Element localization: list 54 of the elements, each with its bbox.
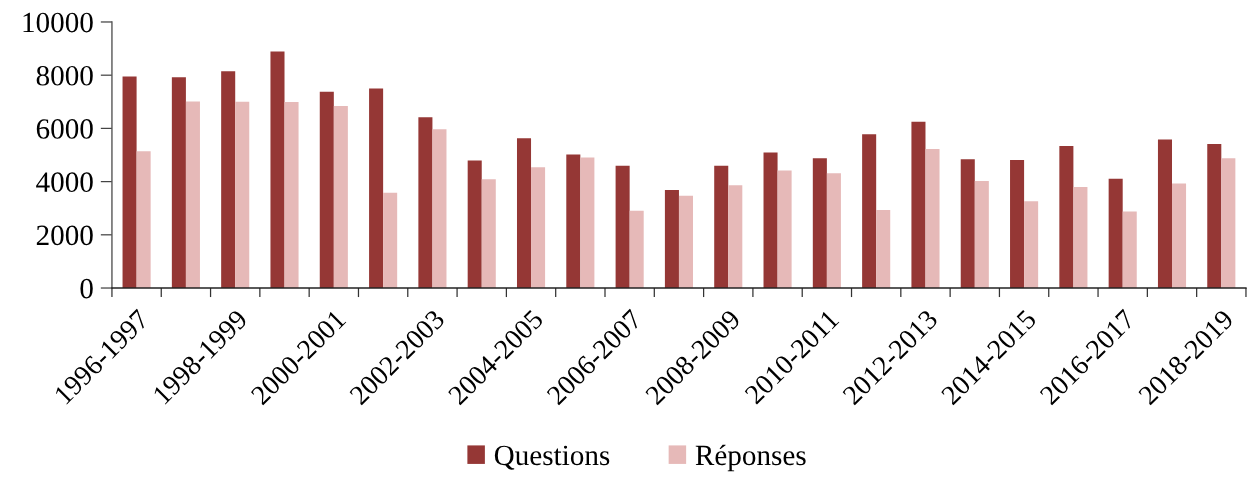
bar xyxy=(862,134,877,289)
bar xyxy=(418,117,433,289)
bar xyxy=(763,152,778,289)
bar xyxy=(678,195,694,289)
bar xyxy=(319,91,334,289)
bar xyxy=(1059,145,1074,289)
y-tick-label: 4000 xyxy=(36,172,93,193)
y-tick-label: 0 xyxy=(80,278,93,299)
bar xyxy=(531,167,546,289)
y-tick-label: 6000 xyxy=(36,119,93,139)
bar xyxy=(1122,211,1137,289)
bar xyxy=(185,101,200,289)
y-tick-label: 10000 xyxy=(23,12,93,33)
bar xyxy=(1024,201,1039,289)
bar xyxy=(1221,158,1236,289)
bar xyxy=(284,102,299,289)
bar xyxy=(615,165,630,289)
bar xyxy=(369,88,384,289)
bar xyxy=(925,148,940,289)
bar xyxy=(566,154,581,289)
bar xyxy=(960,159,975,289)
legend-label: Questions xyxy=(494,445,610,470)
bar xyxy=(432,129,447,289)
bar xyxy=(777,170,792,289)
y-tick-label: 2000 xyxy=(36,225,93,246)
bar xyxy=(136,151,151,289)
bar xyxy=(1207,144,1222,289)
bar xyxy=(1157,139,1173,289)
bar xyxy=(728,185,743,289)
bar xyxy=(1010,160,1025,289)
bar xyxy=(1172,183,1187,289)
bar xyxy=(481,179,496,289)
legend-label: Réponses xyxy=(695,444,806,472)
bar xyxy=(171,77,186,289)
bar xyxy=(664,190,679,289)
bar xyxy=(974,181,989,289)
bar xyxy=(876,210,891,289)
y-tick-label: 8000 xyxy=(36,65,93,86)
bar xyxy=(1073,186,1088,289)
bar xyxy=(221,71,236,289)
bar xyxy=(235,101,250,289)
bar xyxy=(122,76,137,289)
bar xyxy=(333,106,348,289)
bar xyxy=(270,51,285,289)
bar xyxy=(714,165,729,289)
bar xyxy=(826,173,841,289)
bar xyxy=(812,158,827,289)
bar xyxy=(911,121,926,289)
bar xyxy=(580,157,595,289)
bar xyxy=(383,192,398,289)
bar xyxy=(629,210,644,289)
bar xyxy=(516,138,532,289)
bar xyxy=(1108,178,1123,289)
bar xyxy=(467,160,482,289)
